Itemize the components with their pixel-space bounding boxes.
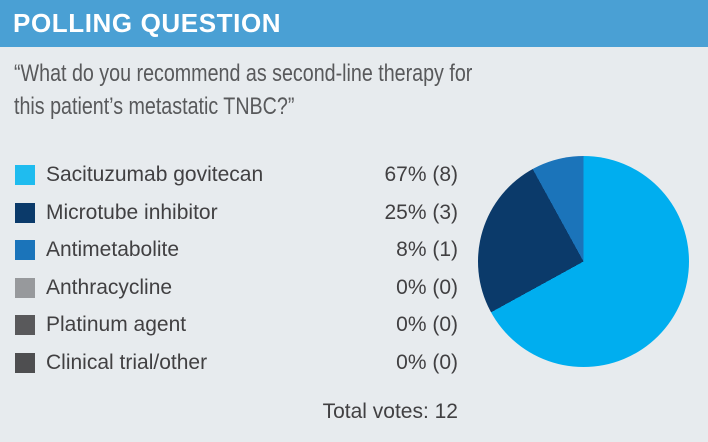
- poll-question: “What do you recommend as second-line th…: [14, 57, 555, 123]
- legend-label: Sacituzumab govitecan: [46, 163, 264, 186]
- pie-chart: [478, 156, 689, 367]
- total-votes: Total votes: 12: [322, 400, 458, 423]
- legend-color-swatch: [15, 352, 35, 373]
- legend-label: Anthracycline: [46, 275, 173, 299]
- legend-value: 8% (1): [396, 238, 458, 261]
- legend-color-swatch: [15, 202, 35, 223]
- legend-value: 67% (8): [384, 163, 458, 186]
- poll-results-legend: Sacituzumab govitecan 67% (8) Microtube …: [15, 163, 458, 424]
- legend-value: 25% (3): [384, 200, 458, 224]
- legend-value: 0% (0): [396, 275, 458, 299]
- legend-color-swatch: [15, 277, 35, 298]
- legend-row: Microtube inhibitor 25% (3): [15, 200, 458, 224]
- legend-row: Sacituzumab govitecan 67% (8): [15, 163, 458, 186]
- legend-row: Anthracycline 0% (0): [15, 275, 458, 299]
- legend-label: Platinum agent: [46, 313, 187, 336]
- legend-color-swatch: [15, 315, 35, 335]
- legend-label: Microtube inhibitor: [46, 200, 218, 224]
- legend-label: Clinical trial/other: [46, 350, 208, 374]
- legend-row: Platinum agent 0% (0): [15, 313, 458, 336]
- legend-color-swatch: [15, 240, 35, 260]
- poll-question-line-1: “What do you recommend as second-line th…: [14, 60, 473, 87]
- poll-question-line-2: this patient’s metastatic TNBC?”: [14, 93, 295, 120]
- legend-label: Antimetabolite: [46, 238, 180, 261]
- legend-color-swatch: [15, 165, 35, 185]
- legend-value: 0% (0): [396, 350, 458, 374]
- legend-row: Clinical trial/other 0% (0): [15, 350, 458, 374]
- page-title: POLLING QUESTION: [13, 8, 282, 38]
- legend-value: 0% (0): [396, 313, 458, 336]
- header-bar: POLLING QUESTION: [0, 0, 708, 47]
- legend-row: Antimetabolite 8% (1): [15, 238, 458, 261]
